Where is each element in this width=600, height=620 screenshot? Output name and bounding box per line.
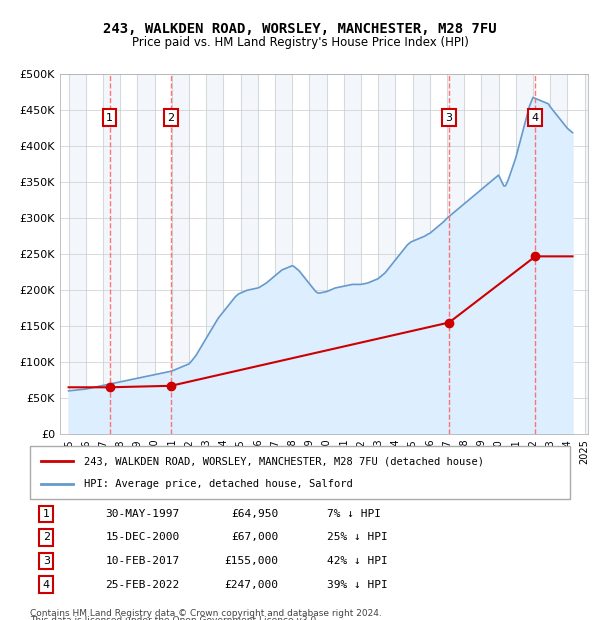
- Text: 4: 4: [532, 113, 539, 123]
- Text: 1: 1: [106, 113, 113, 123]
- Bar: [137, 74, 155, 434]
- Bar: [172, 74, 189, 434]
- Text: £67,000: £67,000: [231, 533, 278, 542]
- Bar: [241, 74, 258, 434]
- Text: This data is licensed under the Open Government Licence v3.0.: This data is licensed under the Open Gov…: [30, 616, 319, 620]
- Text: 25-FEB-2022: 25-FEB-2022: [106, 580, 180, 590]
- Bar: [344, 74, 361, 434]
- Text: 42% ↓ HPI: 42% ↓ HPI: [327, 556, 388, 566]
- Text: 10-FEB-2017: 10-FEB-2017: [106, 556, 180, 566]
- Bar: [481, 74, 499, 434]
- Text: £247,000: £247,000: [224, 580, 278, 590]
- Text: 4: 4: [43, 580, 50, 590]
- Bar: [550, 74, 568, 434]
- Text: 25% ↓ HPI: 25% ↓ HPI: [327, 533, 388, 542]
- FancyBboxPatch shape: [30, 446, 570, 499]
- Text: 243, WALKDEN ROAD, WORSLEY, MANCHESTER, M28 7FU: 243, WALKDEN ROAD, WORSLEY, MANCHESTER, …: [103, 22, 497, 36]
- Bar: [584, 74, 600, 434]
- Bar: [413, 74, 430, 434]
- Text: £64,950: £64,950: [231, 509, 278, 519]
- Text: 39% ↓ HPI: 39% ↓ HPI: [327, 580, 388, 590]
- Bar: [447, 74, 464, 434]
- Text: 2: 2: [167, 113, 175, 123]
- Text: 30-MAY-1997: 30-MAY-1997: [106, 509, 180, 519]
- Text: 243, WALKDEN ROAD, WORSLEY, MANCHESTER, M28 7FU (detached house): 243, WALKDEN ROAD, WORSLEY, MANCHESTER, …: [84, 456, 484, 466]
- Text: HPI: Average price, detached house, Salford: HPI: Average price, detached house, Salf…: [84, 479, 353, 489]
- Text: 15-DEC-2000: 15-DEC-2000: [106, 533, 180, 542]
- Bar: [378, 74, 395, 434]
- Bar: [310, 74, 326, 434]
- Text: 2: 2: [43, 533, 50, 542]
- Text: 3: 3: [43, 556, 50, 566]
- Bar: [516, 74, 533, 434]
- Text: 3: 3: [446, 113, 452, 123]
- Bar: [103, 74, 120, 434]
- Bar: [275, 74, 292, 434]
- Text: £155,000: £155,000: [224, 556, 278, 566]
- Text: Contains HM Land Registry data © Crown copyright and database right 2024.: Contains HM Land Registry data © Crown c…: [30, 609, 382, 618]
- Bar: [68, 74, 86, 434]
- Text: Price paid vs. HM Land Registry's House Price Index (HPI): Price paid vs. HM Land Registry's House …: [131, 36, 469, 49]
- Text: 7% ↓ HPI: 7% ↓ HPI: [327, 509, 381, 519]
- Bar: [206, 74, 223, 434]
- Text: 1: 1: [43, 509, 50, 519]
